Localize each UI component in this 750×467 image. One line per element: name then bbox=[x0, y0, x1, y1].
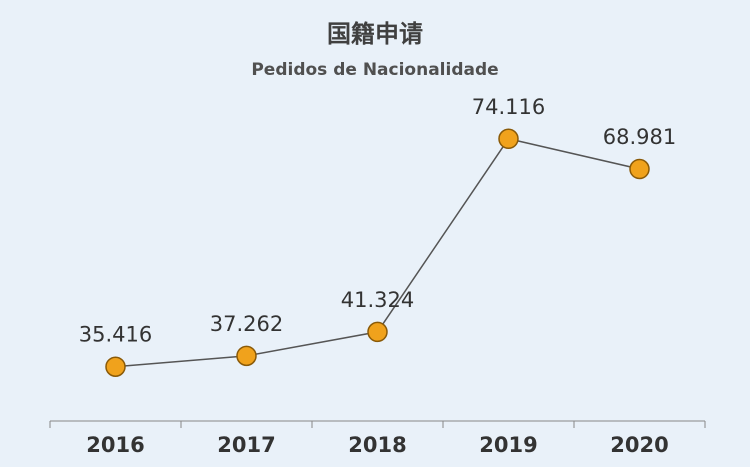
data-label: 35.416 bbox=[79, 323, 152, 347]
data-point bbox=[105, 356, 126, 377]
chart-subtitle: Pedidos de Nacionalidade bbox=[251, 60, 499, 80]
data-point bbox=[629, 158, 650, 180]
x-tick-label: 2020 bbox=[610, 433, 668, 457]
data-point bbox=[367, 321, 388, 343]
x-tick-label: 2019 bbox=[479, 433, 537, 457]
data-label: 37.262 bbox=[210, 312, 283, 336]
chart-title: 国籍申请 bbox=[327, 20, 423, 48]
x-tick-label: 2017 bbox=[217, 433, 275, 457]
data-label: 68.981 bbox=[603, 125, 676, 149]
x-tick-label: 2018 bbox=[348, 433, 406, 457]
x-tick-label: 2016 bbox=[86, 433, 144, 457]
data-label: 41.324 bbox=[341, 288, 414, 312]
data-point bbox=[498, 128, 519, 150]
data-label: 74.116 bbox=[472, 95, 545, 119]
data-point bbox=[236, 345, 257, 367]
